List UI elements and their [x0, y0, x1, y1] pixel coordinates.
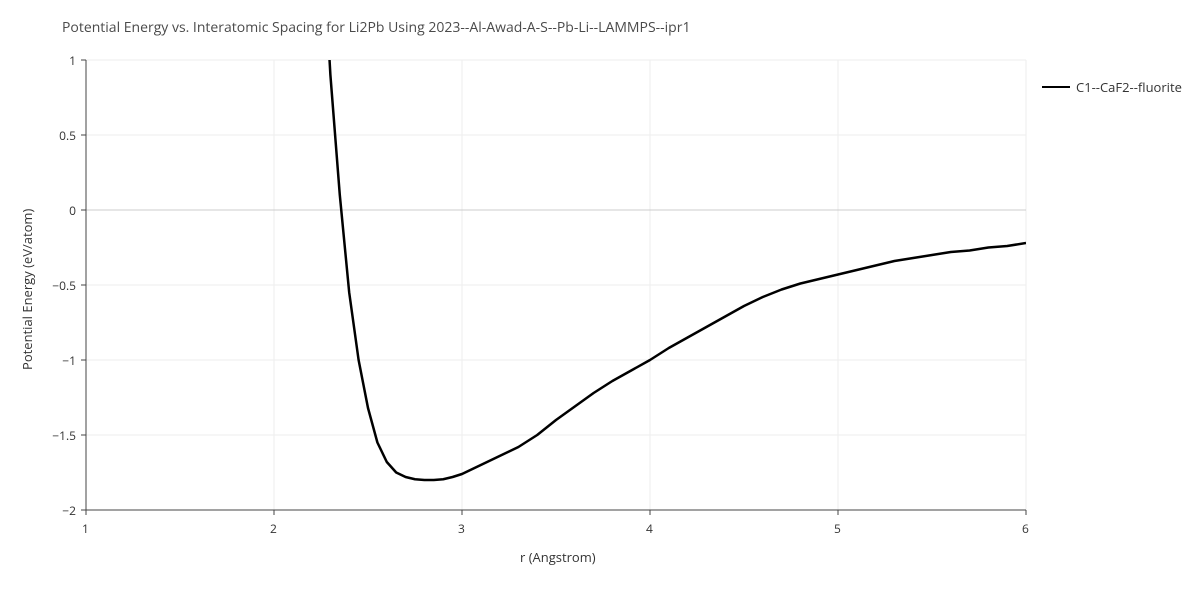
x-tick-label: 6	[1022, 520, 1029, 537]
y-tick-label: 0.5	[59, 127, 76, 144]
y-tick-label: 0	[69, 202, 76, 219]
y-tick-label: 1	[69, 52, 76, 69]
y-tick-label: −0.5	[52, 277, 76, 294]
x-tick-label: 5	[834, 520, 841, 537]
legend-swatch-0	[1042, 86, 1070, 88]
x-tick-label: 4	[646, 520, 653, 537]
x-tick-label: 1	[82, 520, 89, 537]
y-tick-label: −2	[62, 502, 76, 519]
x-axis-label: r (Angstrom)	[520, 548, 596, 566]
y-tick-label: −1	[62, 352, 76, 369]
series-C1--CaF2--fluorite[interactable]	[312, 0, 1026, 480]
y-tick-label: −1.5	[52, 427, 76, 444]
x-tick-label: 3	[458, 520, 465, 537]
legend-label-0: C1--CaF2--fluorite	[1076, 78, 1182, 96]
legend-item-0[interactable]: C1--CaF2--fluorite	[1042, 78, 1182, 96]
chart-title: Potential Energy vs. Interatomic Spacing…	[62, 18, 690, 37]
y-axis-label: Potential Energy (eV/atom)	[18, 209, 36, 370]
chart-container: { "chart": { "type": "line", "title": "P…	[0, 0, 1200, 600]
chart-svg	[0, 0, 1200, 600]
x-tick-label: 2	[270, 520, 277, 537]
